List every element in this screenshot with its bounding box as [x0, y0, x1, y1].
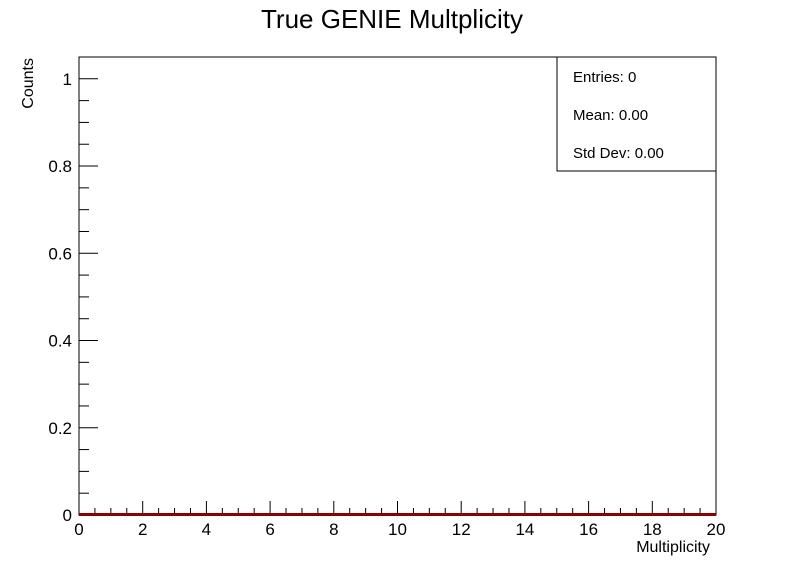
- stats-mean: Mean: 0.00: [573, 107, 648, 124]
- y-tick-label: 0.6: [48, 244, 72, 263]
- stats-std-dev: Std Dev: 0.00: [573, 145, 664, 162]
- y-tick-label: 0.8: [48, 157, 72, 176]
- y-tick-label: 1: [63, 70, 72, 89]
- y-axis-label: Counts: [20, 58, 37, 109]
- x-tick-label: 18: [643, 520, 662, 539]
- x-tick-label: 2: [138, 520, 147, 539]
- x-tick-label: 20: [707, 520, 726, 539]
- x-tick-label: 0: [74, 520, 83, 539]
- x-tick-label: 8: [329, 520, 338, 539]
- x-tick-label: 14: [515, 520, 534, 539]
- y-tick-label: 0.2: [48, 419, 72, 438]
- x-tick-label: 16: [579, 520, 598, 539]
- y-tick-label: 0: [63, 506, 72, 525]
- x-axis-ticks: 0 2 4 6 8 10 12 14 16 18 20: [74, 501, 725, 539]
- stats-entries: Entries: 0: [573, 69, 636, 86]
- chart-title: True GENIE Multplicity: [261, 4, 523, 34]
- x-tick-label: 6: [265, 520, 274, 539]
- stats-box: Entries: 0 Mean: 0.00 Std Dev: 0.00: [556, 56, 717, 172]
- y-axis-ticks: 0 0.2 0.4 0.6 0.8 1: [48, 56, 98, 525]
- x-axis-label: Multiplicity: [636, 539, 710, 556]
- x-tick-label: 10: [388, 520, 407, 539]
- x-tick-label: 4: [202, 520, 211, 539]
- x-tick-label: 12: [452, 520, 471, 539]
- stats-box-frame: [556, 56, 717, 172]
- y-tick-label: 0.4: [48, 332, 72, 351]
